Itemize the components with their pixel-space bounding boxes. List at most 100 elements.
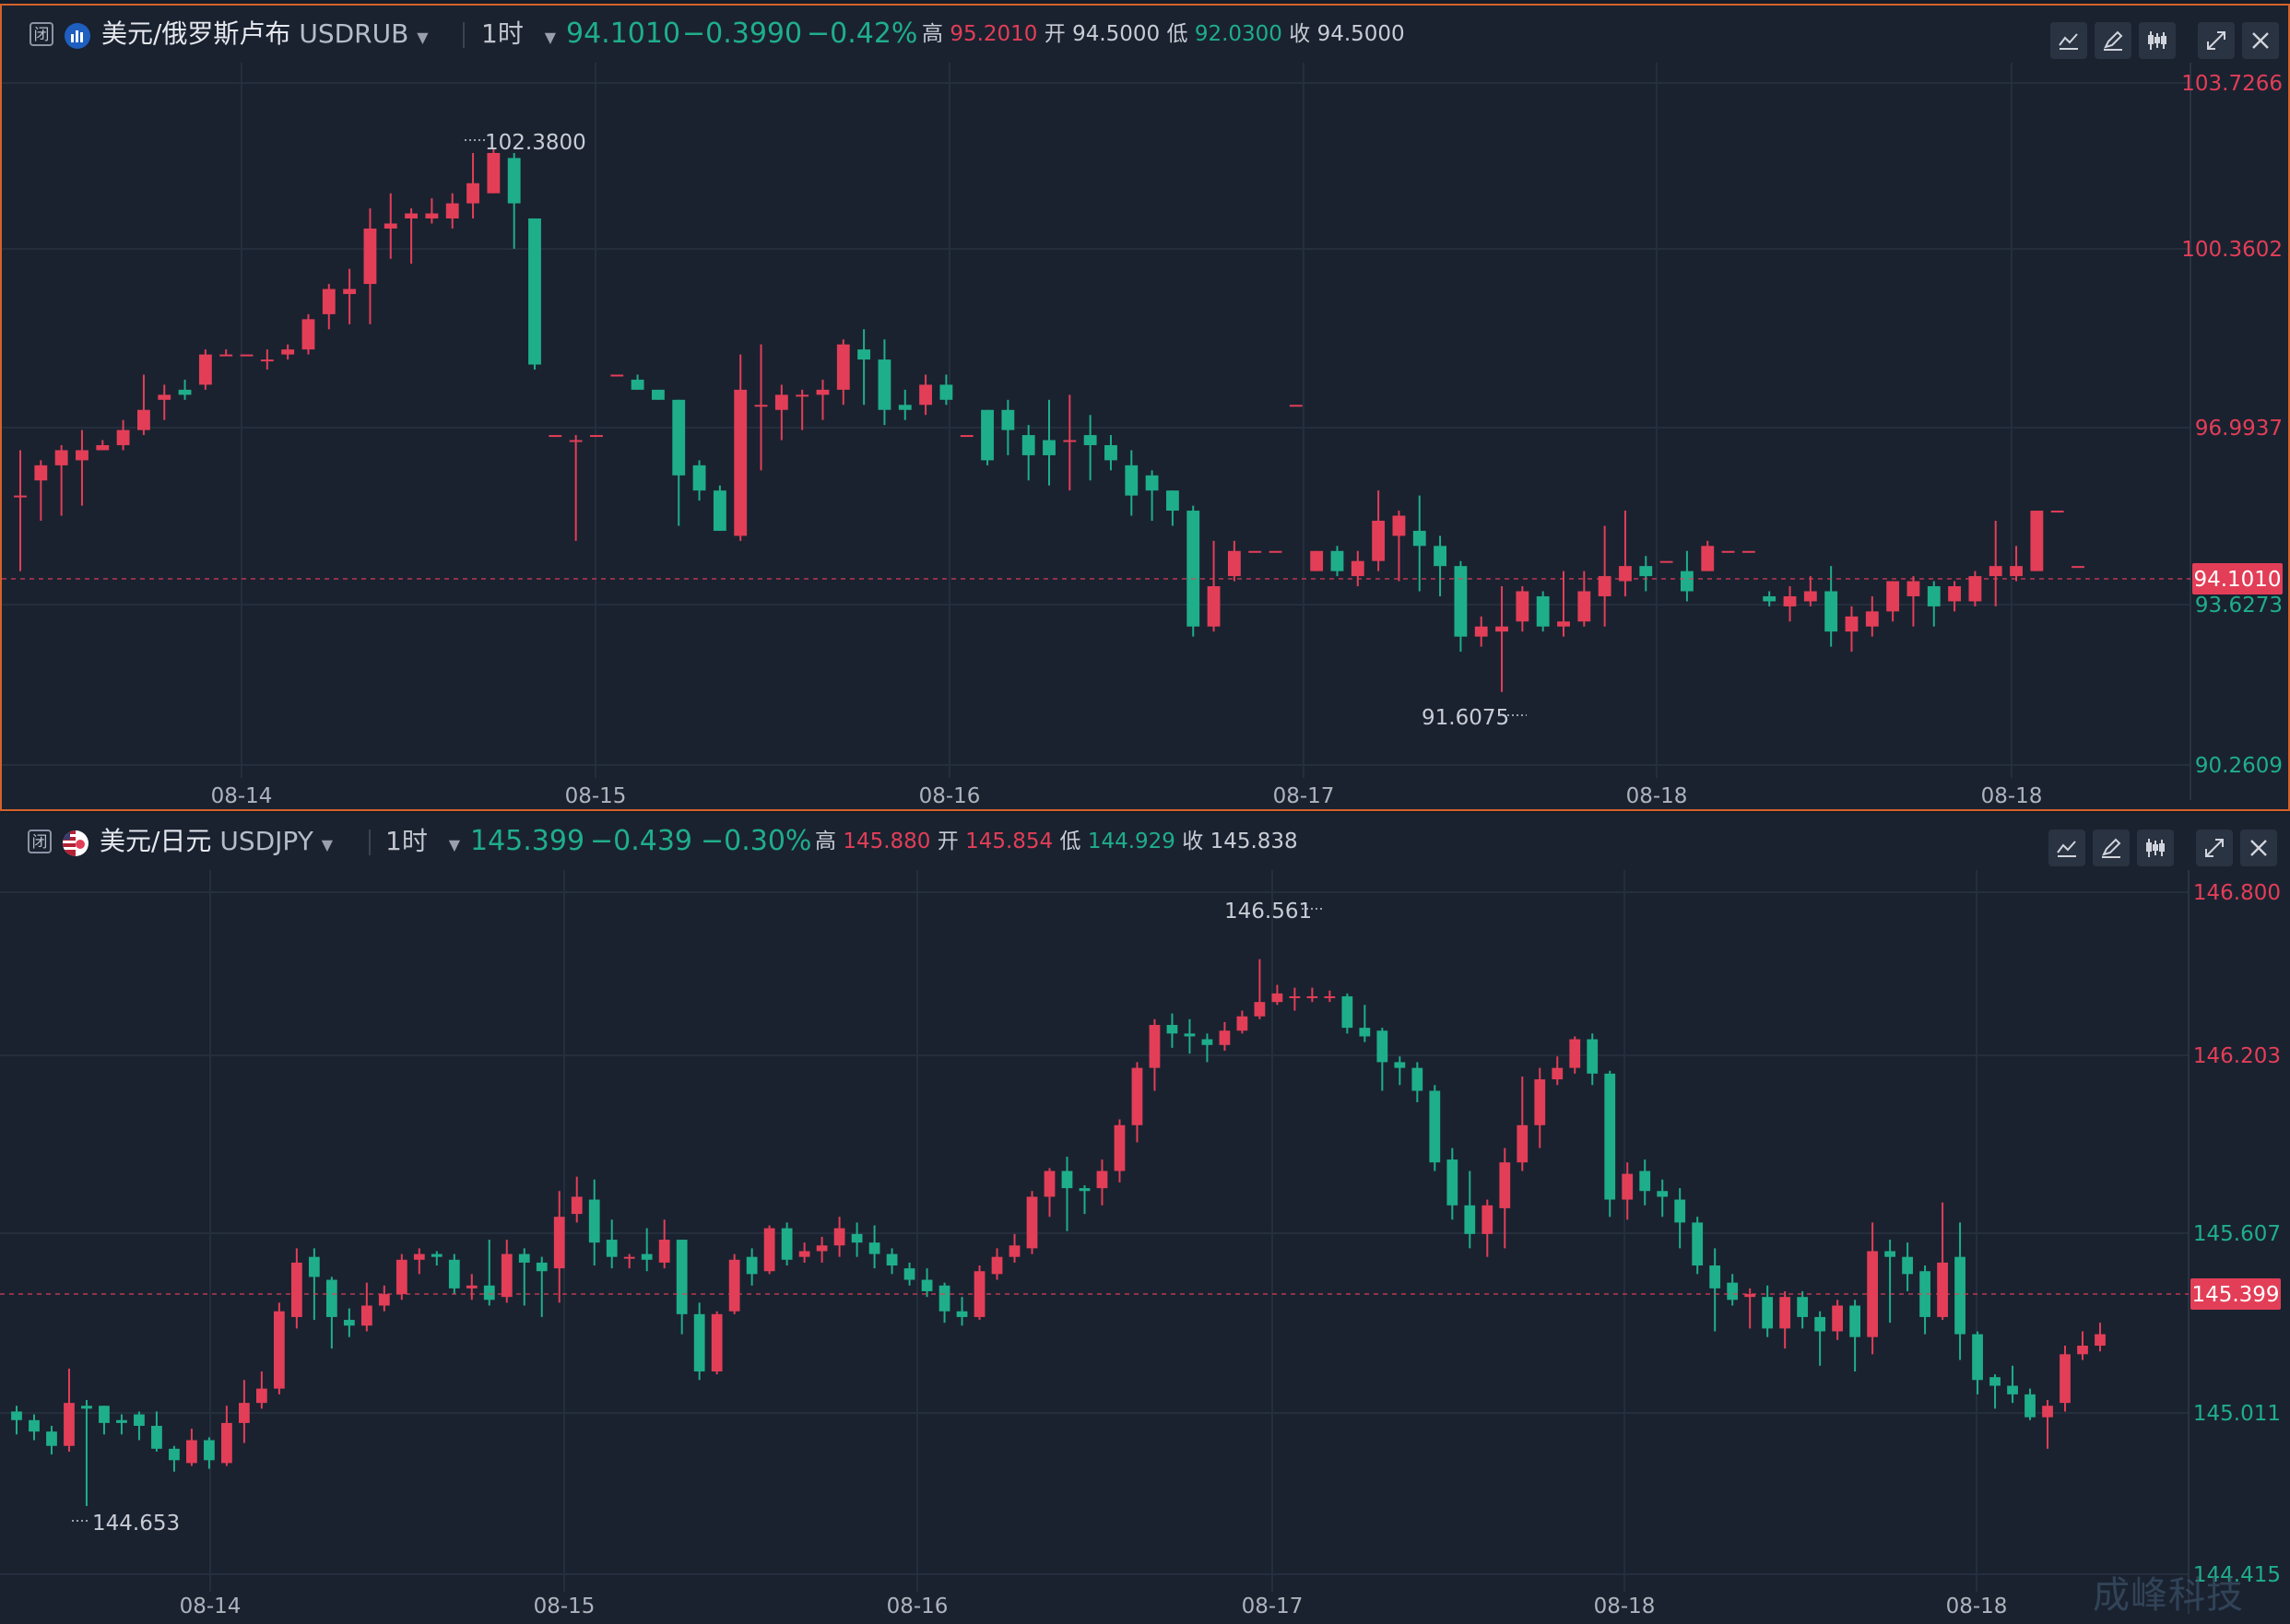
- candle-body: [1639, 566, 1653, 577]
- candle: [445, 193, 459, 229]
- candle: [1481, 1199, 1493, 1257]
- candle: [886, 1248, 898, 1275]
- candle: [1376, 1028, 1388, 1091]
- candle-body: [1824, 591, 1838, 632]
- candle: [384, 193, 397, 259]
- candle: [816, 1236, 828, 1263]
- date-tick-label: 08-16: [887, 1595, 949, 1618]
- candle-body: [2030, 511, 2044, 571]
- candle: [14, 450, 27, 571]
- symbol-code: USDRUB: [299, 18, 409, 49]
- close-panel-button[interactable]: [2242, 22, 2279, 59]
- candle-body: [301, 319, 315, 350]
- open-label: 开: [1044, 22, 1066, 46]
- candle: [378, 1285, 390, 1312]
- symbol-code: USDJPY: [219, 826, 313, 856]
- candle: [816, 379, 830, 420]
- candle-body: [2007, 1385, 2018, 1395]
- candle: [116, 419, 130, 451]
- symbol-name: 美元/俄罗斯卢布: [101, 18, 291, 49]
- candle-body: [2060, 1354, 2071, 1404]
- candle: [1948, 581, 1961, 612]
- candle-body: [178, 389, 192, 395]
- candle-body: [1927, 586, 1941, 606]
- candle: [1865, 595, 1879, 637]
- candle-body: [631, 379, 644, 390]
- maximize-button[interactable]: [2198, 22, 2235, 59]
- candle: [178, 379, 192, 400]
- candle: [221, 1406, 232, 1466]
- candle-body: [2024, 1394, 2036, 1418]
- candle-body: [116, 1419, 127, 1423]
- candle-body: [569, 440, 583, 442]
- candle-body: [1096, 1171, 1108, 1189]
- candle-body: [1762, 1297, 1774, 1329]
- candle: [448, 1253, 460, 1295]
- candle: [1701, 540, 1715, 571]
- candle: [1832, 1300, 1844, 1340]
- candle-body: [1741, 550, 1755, 553]
- candle: [1009, 1233, 1021, 1263]
- maximize-button[interactable]: [2196, 830, 2233, 866]
- indicator-button[interactable]: [2050, 22, 2087, 59]
- candle-body: [1289, 405, 1303, 407]
- candle: [11, 1406, 22, 1435]
- candle-body: [1412, 530, 1426, 547]
- candle: [34, 460, 48, 521]
- candle: [898, 389, 912, 420]
- candle: [290, 1248, 302, 1329]
- ru-flag-icon: [65, 23, 90, 49]
- high-value: 95.2010: [950, 22, 1038, 46]
- close-panel-button[interactable]: [2240, 830, 2277, 866]
- candle-body: [1166, 1025, 1178, 1034]
- candle-body: [1429, 1090, 1441, 1163]
- timeframe-selector[interactable]: 1时 ▼: [481, 6, 556, 63]
- candle: [1867, 1222, 1878, 1355]
- candle-body: [903, 1268, 915, 1280]
- candle: [1236, 1010, 1248, 1034]
- candle-body: [1619, 566, 1632, 582]
- candle-body: [868, 1242, 880, 1254]
- candle: [1289, 405, 1303, 407]
- chart-type-button[interactable]: [2137, 830, 2174, 866]
- candlestick-chart-usdjpy[interactable]: 08-14 08-15 08-16 08-17 08-18 08-18 146.800 146…: [0, 813, 2290, 1624]
- candle-body: [1341, 995, 1353, 1029]
- indicator-button[interactable]: [2048, 830, 2085, 866]
- candle: [1803, 576, 1817, 606]
- candle-body: [384, 223, 397, 229]
- candle-body: [29, 1419, 40, 1432]
- candle: [1434, 535, 1446, 596]
- candle-body: [898, 405, 912, 410]
- candle-body: [1207, 586, 1221, 627]
- draw-button[interactable]: [2095, 22, 2131, 59]
- chart-panel-usdrub[interactable]: 闭 美元/俄罗斯卢布 USDRUB ▼ 1时 ▼ 94.1010 −0.3990…: [0, 4, 2290, 811]
- chart-panel-usdjpy[interactable]: 闭 美元/日元 USDJPY ▼ 1时 ▼ 145.399 −0.439 −0.…: [0, 813, 2290, 1624]
- candlestick-chart-usdrub[interactable]: 08-14 08-15 08-16 08-17 08-18 08-18 103.7266 10…: [2, 6, 2288, 809]
- timeframe-selector[interactable]: 1时 ▼: [385, 813, 460, 870]
- candle-body: [240, 354, 254, 357]
- candle: [2077, 1331, 2088, 1360]
- candle: [1429, 1085, 1441, 1171]
- candle-body: [1026, 1196, 1038, 1249]
- candle-body: [487, 152, 501, 194]
- candle: [571, 1176, 583, 1223]
- current-price-tag: [2192, 563, 2283, 594]
- candle-body: [413, 1253, 425, 1260]
- candle-body: [1376, 1030, 1388, 1063]
- chart-header: 闭 美元/日元 USDJPY ▼ 1时 ▼ 145.399 −0.439 −0.…: [0, 813, 2290, 870]
- candle-body: [2042, 1406, 2053, 1418]
- symbol-selector[interactable]: 美元/日元 USDJPY ▼: [100, 813, 333, 870]
- candle: [2042, 1400, 2053, 1449]
- candle: [1474, 616, 1488, 647]
- candle: [1927, 581, 1941, 627]
- draw-icon: [2104, 30, 2123, 51]
- candle-body: [518, 1253, 530, 1263]
- candle-body: [1359, 1028, 1371, 1037]
- symbol-selector[interactable]: 美元/俄罗斯卢布 USDRUB ▼: [101, 6, 429, 63]
- candle-body: [54, 450, 68, 465]
- draw-button[interactable]: [2093, 830, 2130, 866]
- chart-type-button[interactable]: [2139, 22, 2176, 59]
- candle-body: [1954, 1256, 1965, 1335]
- candle: [1254, 959, 1266, 1019]
- candle-body: [1989, 1377, 2001, 1386]
